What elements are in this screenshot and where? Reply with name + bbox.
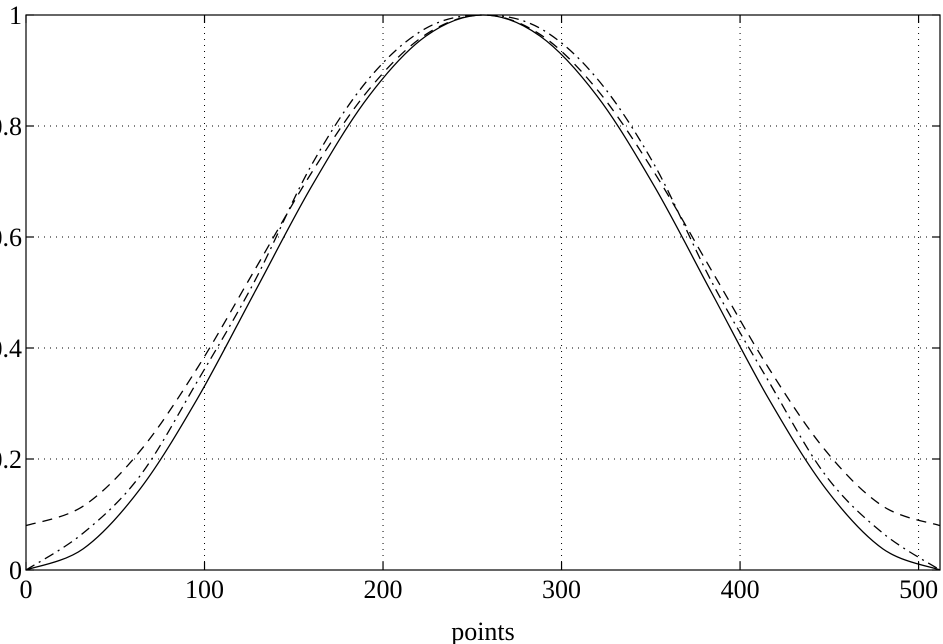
series-line-dashed: [25, 14, 941, 527]
x-tick-label: 300: [542, 575, 581, 604]
x-axis-label: points: [451, 617, 515, 644]
x-ticks: 0 100 200 300 400 500: [20, 15, 938, 604]
y-tick-label: 0.2: [0, 445, 22, 474]
series-line-solid: [25, 14, 941, 571]
x-tick-label: 0: [20, 575, 33, 604]
y-ticks: 0 0.2 0.4 0.6 0.8 1: [0, 1, 940, 585]
x-tick-label: 500: [899, 575, 938, 604]
y-tick-label: 0.6: [0, 223, 22, 252]
grid: [26, 15, 940, 570]
y-tick-label: 0.4: [0, 334, 22, 363]
plot-frame: [25, 14, 941, 571]
y-tick-label: 0.8: [0, 112, 22, 141]
x-tick-label: 400: [721, 575, 760, 604]
y-tick-label: 0: [9, 556, 22, 585]
y-tick-label: 1: [9, 1, 22, 30]
series-line-dashdot: [25, 14, 941, 571]
x-tick-label: 200: [364, 575, 403, 604]
x-tick-label: 100: [185, 575, 224, 604]
series-group: [25, 14, 941, 571]
